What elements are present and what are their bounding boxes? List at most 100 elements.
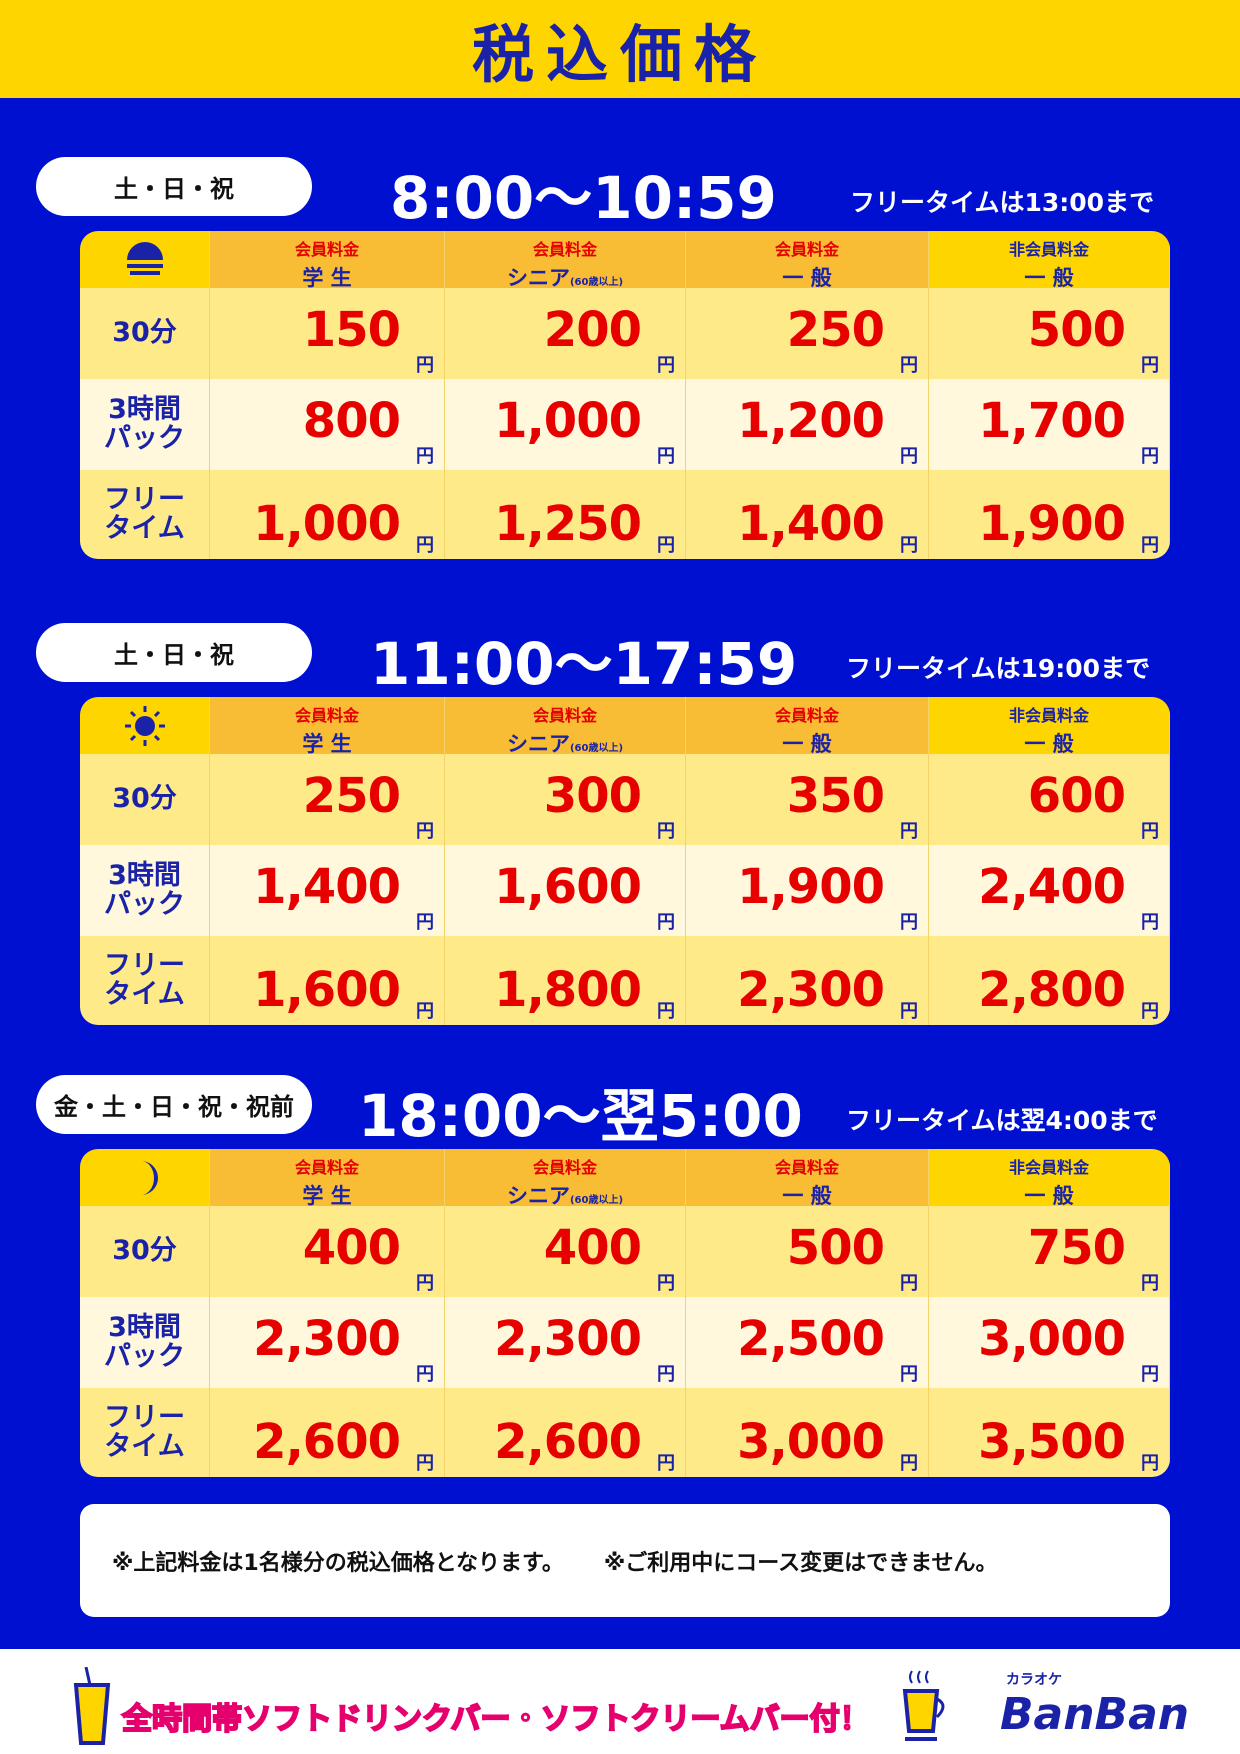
customer-type: シニア — [506, 1184, 570, 1208]
price-value: 2,500 — [737, 1311, 885, 1367]
column-header: 会員料金一 般 — [686, 231, 929, 290]
yen-unit: 円 — [657, 1001, 675, 1022]
rate-type: 会員料金 — [294, 1158, 359, 1177]
price-value: 400 — [302, 1220, 401, 1276]
price-cell: 1,250 円 — [445, 470, 686, 559]
price-value: 3,000 — [978, 1311, 1126, 1367]
rate-type: 会員料金 — [294, 706, 359, 725]
row-label: 30分 — [80, 1206, 210, 1297]
row-label: 3時間パック — [80, 1297, 210, 1388]
price-cell: 500 円 — [686, 1206, 929, 1297]
rate-type: 会員料金 — [532, 240, 597, 259]
price-cell: 1,600 円 — [210, 936, 445, 1025]
price-value: 2,400 — [978, 859, 1126, 915]
rate-type: 会員料金 — [774, 240, 839, 259]
price-value: 1,600 — [494, 859, 642, 915]
price-value: 1,800 — [494, 962, 642, 1018]
free-time-note: フリータイムは13:00まで — [850, 188, 1155, 217]
price-cell: 2,300 円 — [210, 1297, 445, 1388]
free-time-note: フリータイムは翌4:00まで — [846, 1106, 1158, 1135]
price-cell: 2,800 円 — [929, 936, 1170, 1025]
price-table: 会員料金学 生会員料金 シニア(60歳以上) 会員料金一 般非会員料金一 般 30分 2… — [80, 697, 1170, 1025]
row-label: フリータイム — [80, 936, 210, 1025]
customer-type: 一 般 — [782, 266, 832, 290]
page-title: 税込価格 — [471, 18, 768, 91]
row-label: 3時間パック — [80, 845, 210, 936]
yen-unit: 円 — [416, 821, 434, 842]
yen-unit: 円 — [416, 1273, 434, 1294]
price-value: 400 — [543, 1220, 642, 1276]
price-value: 300 — [543, 768, 642, 824]
yen-unit: 円 — [900, 446, 918, 467]
price-cell: 1,000 円 — [445, 379, 686, 470]
price-cell: 2,500 円 — [686, 1297, 929, 1388]
rate-type: 会員料金 — [294, 240, 359, 259]
yen-unit: 円 — [1141, 821, 1159, 842]
column-header: 会員料金学 生 — [210, 697, 445, 756]
header-bar: 税込価格 — [0, 0, 1240, 98]
price-value: 200 — [543, 302, 642, 358]
days-badge: 土・日・祝 — [36, 623, 312, 682]
yen-unit: 円 — [416, 912, 434, 933]
time-range: 11:00〜17:59 — [370, 630, 798, 698]
price-cell: 350 円 — [686, 754, 929, 845]
price-value: 750 — [1027, 1220, 1126, 1276]
price-cell: 800 円 — [210, 379, 445, 470]
price-cell: 2,600 円 — [210, 1388, 445, 1477]
price-cell: 2,300 円 — [686, 936, 929, 1025]
yen-unit: 円 — [1141, 1364, 1159, 1385]
price-cell: 400 円 — [445, 1206, 686, 1297]
yen-unit: 円 — [416, 1001, 434, 1022]
sunrise-icon — [80, 231, 210, 288]
yen-unit: 円 — [900, 1364, 918, 1385]
column-header: 会員料金 シニア(60歳以上) — [445, 697, 686, 756]
column-header: 会員料金一 般 — [686, 697, 929, 756]
price-cell: 1,000 円 — [210, 470, 445, 559]
time-section: 土・日・祝 11:00〜17:59 フリータイムは19:00まで 会員料金学 生… — [0, 623, 1240, 1043]
price-value: 3,500 — [978, 1414, 1126, 1470]
sun-icon — [80, 697, 210, 754]
yen-unit: 円 — [1141, 355, 1159, 376]
yen-unit: 円 — [416, 1364, 434, 1385]
price-table: 会員料金学 生会員料金 シニア(60歳以上) 会員料金一 般非会員料金一 般 30分 1… — [80, 231, 1170, 559]
price-table: 会員料金学 生会員料金 シニア(60歳以上) 会員料金一 般非会員料金一 般 30分 4… — [80, 1149, 1170, 1477]
price-value: 2,800 — [978, 962, 1126, 1018]
customer-type: 一 般 — [1024, 1184, 1074, 1208]
price-value: 2,600 — [253, 1414, 401, 1470]
yen-unit: 円 — [900, 1001, 918, 1022]
row-label: 30分 — [80, 754, 210, 845]
banban-logo: カラオケ BanBan — [1000, 1672, 1190, 1740]
column-header: 非会員料金一 般 — [929, 1149, 1170, 1208]
yen-unit: 円 — [900, 535, 918, 556]
customer-type: 学 生 — [302, 732, 352, 756]
price-value: 600 — [1027, 768, 1126, 824]
price-cell: 1,200 円 — [686, 379, 929, 470]
customer-type: 一 般 — [782, 1184, 832, 1208]
price-cell: 3,500 円 — [929, 1388, 1170, 1477]
column-header: 非会員料金一 般 — [929, 697, 1170, 756]
price-value: 2,300 — [494, 1311, 642, 1367]
yen-unit: 円 — [657, 535, 675, 556]
row-label: フリータイム — [80, 1388, 210, 1477]
customer-type: 一 般 — [782, 732, 832, 756]
price-value: 1,700 — [978, 393, 1126, 449]
column-header: 会員料金一 般 — [686, 1149, 929, 1208]
rate-type: 非会員料金 — [1008, 1158, 1089, 1177]
days-badge: 土・日・祝 — [36, 157, 312, 216]
price-cell: 600 円 — [929, 754, 1170, 845]
rate-type: 会員料金 — [774, 1158, 839, 1177]
yen-unit: 円 — [900, 1273, 918, 1294]
drink-cup-icon — [73, 1667, 111, 1745]
time-range: 8:00〜10:59 — [390, 164, 777, 232]
rate-type: 会員料金 — [774, 706, 839, 725]
price-cell: 1,400 円 — [686, 470, 929, 559]
free-time-note: フリータイムは19:00まで — [846, 654, 1151, 683]
price-value: 250 — [302, 768, 401, 824]
price-cell: 1,900 円 — [686, 845, 929, 936]
yen-unit: 円 — [657, 446, 675, 467]
yen-unit: 円 — [657, 821, 675, 842]
price-value: 150 — [302, 302, 401, 358]
rate-type: 会員料金 — [532, 706, 597, 725]
price-cell: 300 円 — [445, 754, 686, 845]
price-cell: 750 円 — [929, 1206, 1170, 1297]
